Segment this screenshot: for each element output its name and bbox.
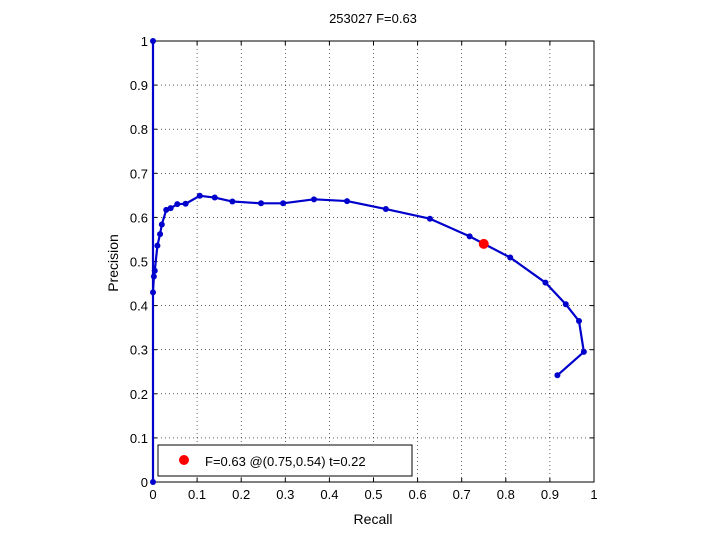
pr-curve-point (167, 205, 174, 212)
x-tick-label: 0.8 (497, 487, 515, 502)
pr-curve-point (229, 198, 236, 205)
pr-curve-point (154, 242, 161, 249)
pr-curve-point (382, 206, 389, 213)
pr-curve-point (182, 200, 189, 207)
pr-curve-point (150, 273, 157, 280)
pr-curve-point (150, 479, 156, 485)
pr-curve-point (196, 192, 203, 199)
y-tick-label: 0.4 (130, 299, 148, 314)
pr-curve-point (466, 233, 473, 240)
y-tick-label: 0.8 (130, 122, 148, 137)
pr-curve-line (151, 39, 585, 482)
y-tick-label: 0.1 (130, 431, 148, 446)
pr-curve-point (576, 318, 583, 325)
y-tick-label: 1 (141, 34, 148, 49)
pr-curve-point (542, 279, 549, 286)
grid (153, 41, 594, 482)
legend: F=0.63 @(0.75,0.54) t=0.22 (157, 444, 413, 477)
legend-box (157, 444, 413, 477)
x-tick-label: 0.9 (541, 487, 559, 502)
y-tick-label: 0.2 (130, 387, 148, 402)
y-tick-label: 0.3 (130, 343, 148, 358)
legend-label: F=0.63 @(0.75,0.54) t=0.22 (205, 454, 366, 469)
pr-curve-point (150, 289, 156, 296)
legend-marker (179, 455, 189, 465)
pr-curve-point (151, 267, 158, 274)
pr-curve-point (310, 196, 317, 203)
best-f-point (478, 238, 489, 249)
pr-curve-point (211, 194, 218, 201)
y-axis-label: Precision (105, 234, 121, 292)
chart-title: 253027 F=0.63 (329, 11, 417, 26)
x-tick-label: 1 (590, 487, 597, 502)
pr-curve-point (344, 198, 351, 205)
pr-curve-point (150, 38, 156, 44)
axis-ticks: 0 0.1 0.2 0.3 0.4 0.5 0.6 0.7 0.8 0.9 1 0 0.1 0.2 0.3 0… (130, 34, 598, 502)
x-tick-label: 0.3 (276, 487, 294, 502)
x-tick-label: 0.6 (409, 487, 427, 502)
x-axis-label: Recall (354, 511, 393, 527)
y-tick-label: 0.7 (130, 166, 148, 181)
x-tick-label: 0 (149, 487, 156, 502)
pr-curve-point (258, 200, 265, 207)
pr-curve-point (174, 201, 181, 208)
y-tick-label: 0.6 (130, 210, 148, 225)
pr-curve-point (562, 301, 569, 308)
best-point-layer (478, 238, 489, 249)
pr-curve-point (554, 372, 561, 379)
pr-curve-point (426, 215, 433, 222)
x-tick-label: 0.4 (320, 487, 338, 502)
pr-curve-point (507, 254, 514, 261)
y-tick-label: 0.9 (130, 78, 148, 93)
x-tick-label: 0.1 (188, 487, 206, 502)
x-tick-label: 0.5 (364, 487, 382, 502)
x-tick-label: 0.7 (453, 487, 471, 502)
pr-curve-point (580, 348, 587, 355)
y-tick-label: 0 (141, 475, 148, 490)
pr-curve-point (158, 221, 165, 228)
pr-series (150, 38, 587, 485)
pr-curve-point (157, 231, 164, 238)
pr-curve-point (280, 200, 287, 207)
y-tick-label: 0.5 (130, 255, 148, 270)
x-tick-label: 0.2 (232, 487, 250, 502)
